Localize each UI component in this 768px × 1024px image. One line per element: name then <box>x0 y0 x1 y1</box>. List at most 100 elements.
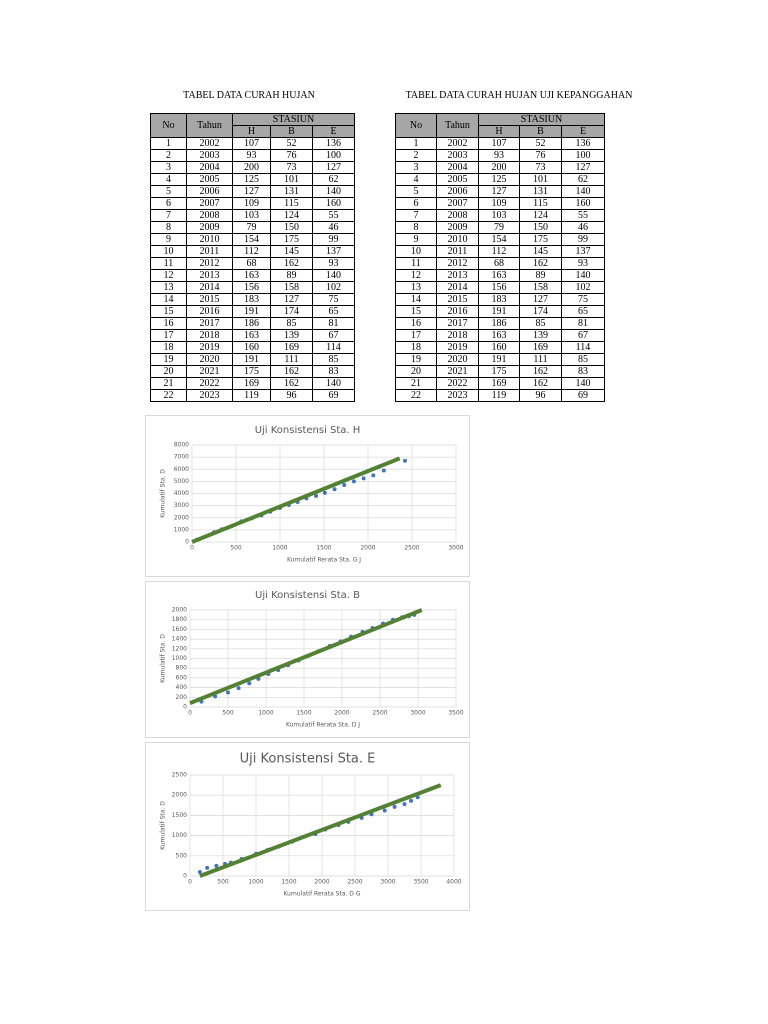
table-row: 5 2006 127 131 140 <box>395 185 605 198</box>
header-cell: STASIUN <box>478 113 605 126</box>
table-row: 21 2022 169 162 140 <box>150 377 355 390</box>
table-cell: 2007 <box>436 197 479 210</box>
x-axis-title: Kumulatif Rerata Sta. D G <box>284 891 361 898</box>
table-cell: 169 <box>519 341 562 354</box>
table-cell: 125 <box>478 173 520 186</box>
table-cell: 158 <box>270 281 313 294</box>
table-cell: 145 <box>270 245 313 258</box>
table-row: 15 2016 191 174 65 <box>395 305 605 318</box>
table-cell: 17 <box>150 329 187 342</box>
table-cell: 125 <box>232 173 271 186</box>
table-cell: 107 <box>478 137 520 150</box>
table-cell: 1 <box>395 137 437 150</box>
table-cell: 174 <box>270 305 313 318</box>
data-point <box>402 458 407 463</box>
table-cell: 99 <box>312 233 355 246</box>
y-tick-label: 200 <box>176 694 188 701</box>
table-cell: 137 <box>561 245 605 258</box>
data-point <box>214 863 219 868</box>
table-cell: 15 <box>150 305 187 318</box>
table-cell: 22 <box>395 389 437 402</box>
y-tick-label: 2000 <box>174 514 189 521</box>
table-cell: 14 <box>395 293 437 306</box>
table-cell: 162 <box>519 257 562 270</box>
table-cell: 2007 <box>186 197 233 210</box>
table-title: TABEL DATA CURAH HUJAN UJI KEPANGGAHAN <box>405 90 633 101</box>
table-cell: 21 <box>395 377 437 390</box>
table-cell: 8 <box>150 221 187 234</box>
table-row: 3 2004 200 73 127 <box>150 161 355 174</box>
x-tick-label: 2500 <box>404 545 419 552</box>
table-cell: 12 <box>395 269 437 282</box>
table-cell: 3 <box>150 161 187 174</box>
table-row: 13 2014 156 158 102 <box>395 281 605 294</box>
table-row: 10 2011 112 145 137 <box>150 245 355 258</box>
table-cell: 18 <box>395 341 437 354</box>
data-table: No Tahun STASIUN H B E 1 2002 107 52 136 2 2003 93 76 1… <box>395 113 605 402</box>
x-axis-title: Kumulatif Rerata Sta. D J <box>286 722 360 729</box>
table-cell: 2008 <box>436 209 479 222</box>
table-cell: 162 <box>270 365 313 378</box>
data-point <box>382 808 387 813</box>
table-cell: 52 <box>270 137 313 150</box>
table-cell: 2012 <box>186 257 233 270</box>
table-row: 16 2017 186 85 81 <box>150 317 355 330</box>
table-cell: 2 <box>150 149 187 162</box>
table-cell: 2006 <box>436 185 479 198</box>
table-cell: 62 <box>312 173 355 186</box>
table-row: 7 2008 103 124 55 <box>395 209 605 222</box>
table-row: 9 2010 154 175 99 <box>150 233 355 246</box>
data-point <box>236 686 241 691</box>
table-row: 8 2009 79 150 46 <box>395 221 605 234</box>
table-cell: 175 <box>270 233 313 246</box>
x-tick-label: 0 <box>188 710 192 717</box>
table-cell: 46 <box>561 221 605 234</box>
data-point <box>361 476 366 481</box>
data-table: No Tahun STASIUN H B E 1 2002 107 52 136 2 2003 93 76 1… <box>150 113 355 402</box>
table-row: 19 2020 191 111 85 <box>150 353 355 366</box>
table-row: 12 2013 163 89 140 <box>150 269 355 282</box>
table-row: 2 2003 93 76 100 <box>395 149 605 162</box>
table-cell: 9 <box>150 233 187 246</box>
table-cell: 103 <box>478 209 520 222</box>
table-row: 9 2010 154 175 99 <box>395 233 605 246</box>
header-cell: B <box>270 125 313 138</box>
table-cell: 127 <box>312 161 355 174</box>
y-axis-title: Kumulatif Sta. D <box>160 469 167 518</box>
trend-line <box>199 783 442 878</box>
chart-title: Uji Konsistensi Sta. H <box>255 425 361 436</box>
y-tick-label: 1000 <box>172 655 187 662</box>
y-tick-label: 400 <box>176 684 188 691</box>
y-tick-label: 4000 <box>174 490 189 497</box>
table-cell: 8 <box>395 221 437 234</box>
table-row: 4 2005 125 101 62 <box>395 173 605 186</box>
table-cell: 140 <box>312 269 355 282</box>
y-tick-label: 1400 <box>172 636 187 643</box>
table-row: 22 2023 119 96 69 <box>150 389 355 402</box>
y-tick-label: 1500 <box>172 812 187 819</box>
data-point <box>342 483 347 488</box>
table-cell: 2005 <box>436 173 479 186</box>
table-cell: 67 <box>561 329 605 342</box>
table-cell: 2013 <box>436 269 479 282</box>
data-point <box>332 487 337 492</box>
table-cell: 160 <box>478 341 520 354</box>
table-cell: 16 <box>395 317 437 330</box>
table-cell: 89 <box>270 269 313 282</box>
x-tick-label: 4000 <box>446 879 461 886</box>
x-tick-label: 3000 <box>380 879 395 886</box>
table-cell: 19 <box>395 353 437 366</box>
table-cell: 20 <box>150 365 187 378</box>
table-cell: 169 <box>270 341 313 354</box>
table-cell: 163 <box>478 269 520 282</box>
table-cell: 2022 <box>186 377 233 390</box>
y-tick-label: 2000 <box>172 792 187 799</box>
table-cell: 4 <box>150 173 187 186</box>
header-cell: H <box>232 125 271 138</box>
table-cell: 81 <box>561 317 605 330</box>
x-tick-label: 2000 <box>334 710 349 717</box>
table-cell: 154 <box>232 233 271 246</box>
trend-line <box>191 456 401 544</box>
x-tick-label: 1000 <box>248 879 263 886</box>
table-cell: 46 <box>312 221 355 234</box>
